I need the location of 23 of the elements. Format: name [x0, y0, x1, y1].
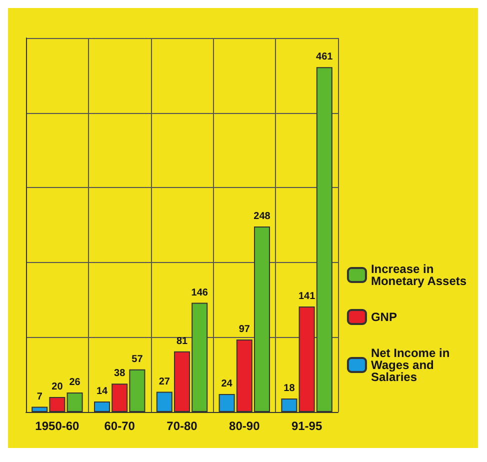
- data-label: 248: [254, 210, 271, 222]
- data-label: 24: [221, 378, 233, 390]
- data-label: 20: [52, 382, 64, 393]
- legend-label: GNP: [370, 310, 397, 324]
- data-label: 7: [36, 391, 43, 402]
- data-label: 146: [191, 287, 208, 298]
- data-label: 461: [316, 52, 334, 63]
- data-label: 81: [176, 336, 188, 347]
- data-label: 27: [158, 376, 170, 388]
- data-label: 26: [69, 377, 81, 388]
- data-label: 38: [114, 368, 126, 380]
- x-tick-label: 1950-60: [35, 419, 80, 433]
- legend-label: Net Income in Wages and Salaries: [370, 346, 453, 384]
- data-label: 14: [96, 386, 108, 398]
- data-label: 18: [284, 383, 296, 394]
- data-label: 57: [132, 354, 144, 365]
- data-label: 97: [238, 324, 250, 335]
- data-label: 141: [298, 291, 316, 302]
- legend-label: Increase in Monetary Assets: [370, 262, 467, 288]
- x-tick-label: 60-70: [104, 419, 136, 433]
- x-tick-label: 80-90: [229, 419, 260, 433]
- x-tick-label: 91-95: [291, 419, 322, 433]
- x-tick-label: 70-80: [166, 419, 198, 433]
